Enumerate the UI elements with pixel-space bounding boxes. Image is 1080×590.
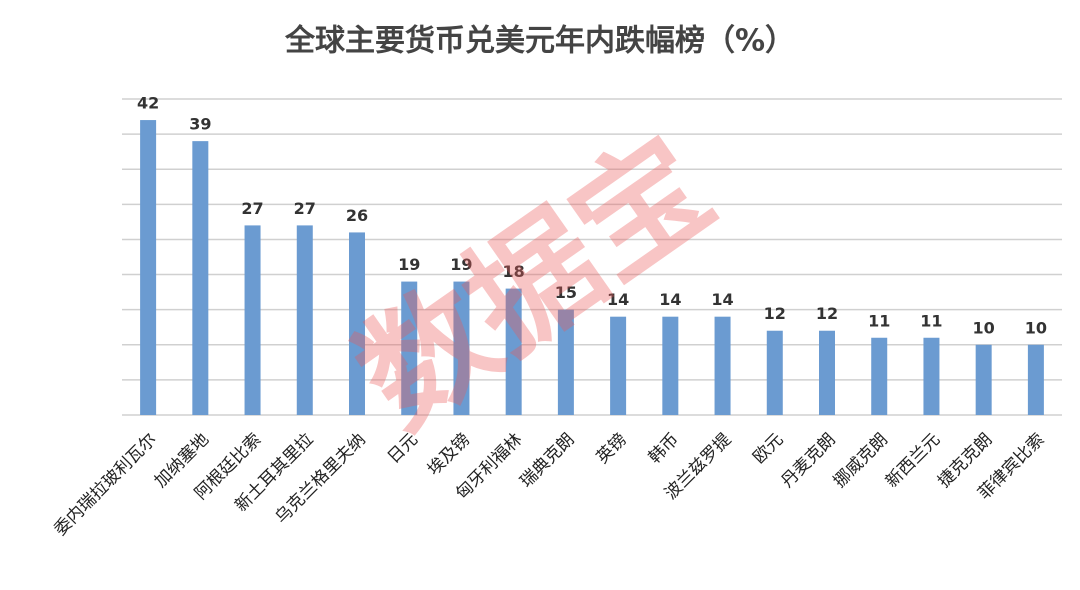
x-tick-label: 英镑 [593,430,631,468]
data-label: 18 [503,262,525,281]
bar [192,141,209,415]
data-label: 11 [920,311,942,330]
x-tick-label: 欧元 [749,430,787,468]
data-label: 42 [137,94,159,113]
data-label: 10 [973,318,995,337]
bar [557,309,574,415]
bar [349,232,365,415]
data-label: 12 [764,304,786,323]
bar [244,225,261,415]
x-tick-label: 新西兰元 [882,430,944,492]
bar [819,330,835,415]
data-label: 26 [346,206,368,225]
bar [296,225,313,415]
bar [871,337,888,415]
data-label: 12 [816,304,838,323]
bar [923,337,940,415]
data-label: 14 [711,290,733,309]
x-tick-label: 乌克兰格里夫纳 [271,430,369,528]
data-label: 14 [659,290,681,309]
bar [453,281,470,415]
bar [975,344,992,415]
data-label: 10 [1025,318,1047,337]
data-label: 19 [450,255,472,274]
data-label: 14 [607,290,629,309]
bar [662,316,679,415]
x-tick-label: 韩币 [645,430,683,468]
x-tick-label: 挪威克朗 [830,430,892,492]
bar [610,316,627,415]
bar [714,316,731,415]
bar [1027,344,1044,415]
chart-title: 全球主要货币兑美元年内跌幅榜（%） [284,24,795,59]
x-tick-label: 委内瑞拉玻利瓦尔 [51,430,161,540]
data-label: 27 [294,199,316,218]
x-tick-label: 丹麦克朗 [777,430,839,492]
bar [505,288,522,415]
data-label: 11 [868,311,890,330]
data-label: 15 [555,283,577,302]
data-label: 27 [241,199,263,218]
x-tick-label: 瑞典克朗 [516,430,578,492]
data-label: 19 [398,255,420,274]
bar [766,330,783,415]
bar [140,120,157,416]
bar [401,281,418,415]
data-label: 39 [189,115,211,134]
